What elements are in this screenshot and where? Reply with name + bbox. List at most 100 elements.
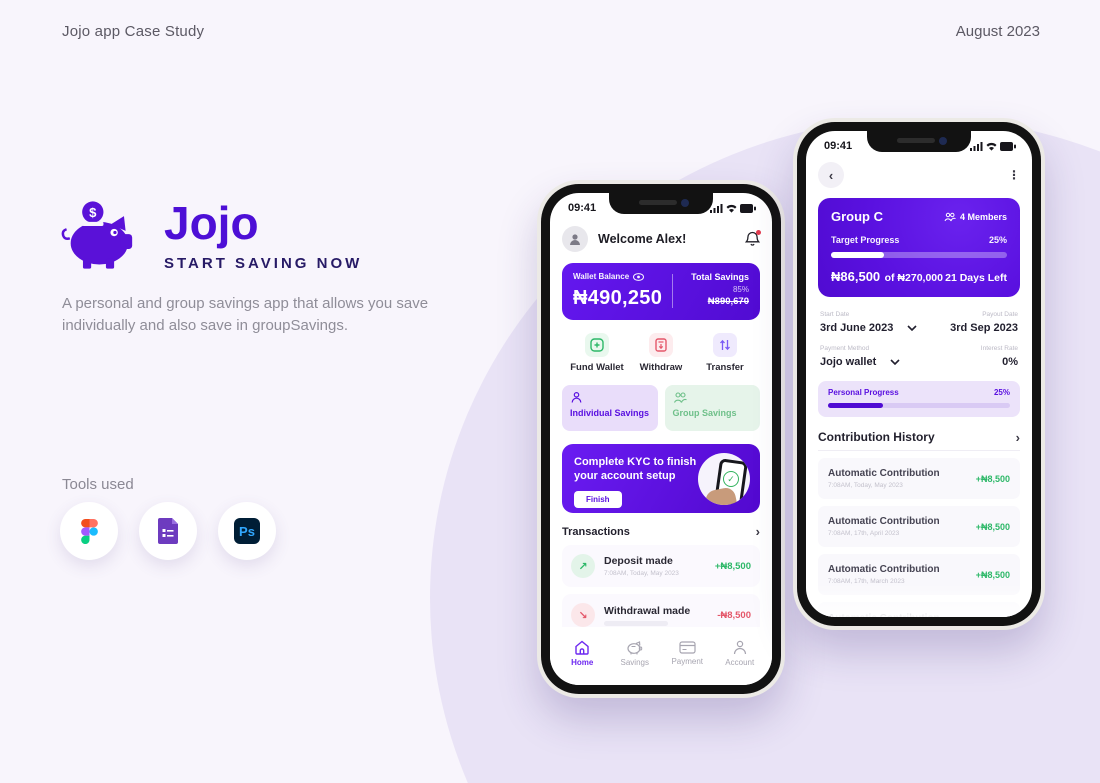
nav-label: Savings	[620, 657, 649, 667]
nav-label: Home	[571, 657, 594, 667]
home-header: Welcome Alex!	[562, 226, 761, 252]
transfer-icon	[713, 333, 737, 357]
transaction-title: Deposit made	[604, 555, 673, 567]
group-summary-card[interactable]: Group C 4 Members Target Progress 25%	[818, 198, 1020, 297]
group-details: Start Date 3rd June 2023 Payout Date 3rd…	[818, 311, 1020, 368]
withdraw-button[interactable]: Withdraw	[630, 333, 692, 373]
battery-icon	[740, 203, 756, 213]
transaction-amount: -₦8,500	[717, 609, 751, 621]
contribution-row[interactable]: Automatic Contribution 7:08AM, 17th, Apr…	[818, 506, 1020, 547]
page-date: August 2023	[955, 23, 1040, 40]
transaction-date: 7:08AM, Today, May 2023	[604, 570, 679, 577]
camera-dot	[939, 137, 947, 145]
eye-icon[interactable]	[633, 272, 645, 281]
savings-tab-label: Individual Savings	[570, 408, 650, 418]
kebab-menu-icon[interactable]: ⋮	[1008, 168, 1020, 182]
status-time: 09:41	[824, 140, 853, 152]
photoshop-icon: Ps	[234, 518, 260, 544]
figma-icon	[80, 518, 98, 544]
piggy-bank-logo-icon: $	[60, 198, 142, 272]
savings-tab-label: Group Savings	[672, 408, 737, 418]
personal-progress-fill	[828, 403, 883, 408]
app-description: A personal and group savings app that al…	[62, 295, 429, 334]
kyc-banner: Complete KYC to finish your account setu…	[562, 444, 760, 513]
contribution-date: 7:08AM, 17th, March 2023	[828, 578, 905, 585]
wallet-balance-card[interactable]: Wallet Balance ₦490,250 Total Savings 85…	[562, 263, 760, 320]
total-savings-percent: 85%	[732, 285, 749, 294]
personal-progress-percent: 25%	[993, 388, 1010, 397]
wallet-balance-label: Wallet Balance	[573, 272, 630, 281]
kyc-finish-button[interactable]: Finish	[574, 490, 622, 508]
status-bar: 09:41	[806, 131, 1032, 152]
phone-bezel: 09:41 ‹ ⋮ Group C	[797, 122, 1041, 626]
signal-icon	[970, 141, 983, 151]
piggy-icon	[626, 640, 643, 655]
start-date-label: Start Date	[820, 311, 850, 318]
individual-savings-card[interactable]: Individual Savings	[562, 385, 658, 431]
chevron-right-icon[interactable]: ›	[755, 524, 760, 539]
contribution-title: Automatic Contribution	[828, 516, 940, 527]
bottom-nav: Home Savings Payment Account	[550, 627, 772, 685]
total-savings-label: Total Savings	[691, 272, 749, 282]
personal-progress-card: Personal Progress 25%	[818, 381, 1020, 417]
personal-progress-label: Personal Progress	[828, 388, 899, 397]
nav-home[interactable]: Home	[558, 640, 606, 667]
greeting-text: Welcome Alex!	[598, 232, 687, 246]
payout-date-label: Payout Date	[982, 311, 1018, 318]
speaker	[896, 138, 935, 143]
personal-progress-bar	[828, 403, 1010, 408]
nav-payment[interactable]: Payment	[663, 640, 711, 666]
transaction-row[interactable]: ↗ Deposit made 7:08AM, Today, May 2023 +…	[562, 545, 760, 587]
wifi-icon	[726, 204, 737, 213]
interest-rate-label: Interest Rate	[980, 345, 1018, 352]
start-date-value: 3rd June 2023	[820, 322, 894, 334]
transfer-button[interactable]: Transfer	[694, 333, 756, 373]
group-savings-card[interactable]: Group Savings	[664, 385, 760, 431]
members-icon	[944, 212, 956, 222]
notification-bell-icon[interactable]	[745, 230, 761, 247]
avatar[interactable]	[562, 226, 588, 252]
action-label: Transfer	[706, 362, 744, 373]
nav-savings[interactable]: Savings	[611, 640, 659, 667]
wallet-balance-value: ₦490,250	[573, 287, 663, 309]
group-screen-nav: ‹ ⋮	[818, 162, 1020, 188]
tools-row: Ps	[60, 502, 276, 560]
target-progress-percent: 25%	[988, 235, 1007, 245]
kyc-illustration: ✓	[698, 452, 750, 505]
status-time: 09:41	[568, 202, 597, 214]
brand-block: $ Jojo START SAVING NOW	[60, 198, 362, 272]
google-docs-icon	[158, 518, 178, 544]
chevron-down-icon[interactable]	[890, 359, 900, 365]
kyc-title-line1: Complete KYC to finish	[574, 456, 697, 468]
battery-icon	[1000, 141, 1016, 151]
kyc-title-line2: your account setup	[574, 470, 676, 483]
nav-account[interactable]: Account	[716, 640, 764, 667]
chevron-down-icon[interactable]	[907, 325, 917, 331]
tools-used-label: Tools used	[62, 476, 134, 493]
chevron-right-icon[interactable]: ›	[1015, 429, 1020, 445]
contribution-date: 7:08AM, Today, May 2023	[828, 482, 903, 489]
wifi-icon	[986, 142, 997, 151]
contribution-title: Automatic Contribution	[828, 468, 940, 479]
status-bar: 09:41	[550, 193, 772, 214]
transaction-amount: +₦8,500	[714, 560, 751, 572]
action-label: Fund Wallet	[570, 362, 624, 373]
transaction-title: Withdrawal made	[604, 604, 691, 617]
bottom-fade	[806, 583, 1032, 617]
signal-icon	[710, 203, 723, 213]
withdraw-icon	[649, 333, 673, 357]
tool-photoshop: Ps	[218, 502, 276, 560]
transactions-header: Transactions ›	[562, 525, 760, 538]
contribution-row[interactable]: Automatic Contribution 7:08AM, Today, Ma…	[818, 458, 1020, 499]
interest-rate-value: 0%	[1002, 356, 1018, 368]
back-button[interactable]: ‹	[818, 162, 844, 188]
camera-dot	[681, 199, 689, 207]
contribution-history-title: Contribution History	[818, 430, 935, 444]
contribution-amount: +₦8,500	[975, 569, 1010, 580]
divider	[672, 274, 674, 308]
contribution-title: Automatic Contribution	[828, 564, 940, 575]
target-progress-bar	[831, 252, 1007, 258]
fund-wallet-button[interactable]: Fund Wallet	[566, 333, 628, 373]
status-icons	[710, 203, 756, 213]
